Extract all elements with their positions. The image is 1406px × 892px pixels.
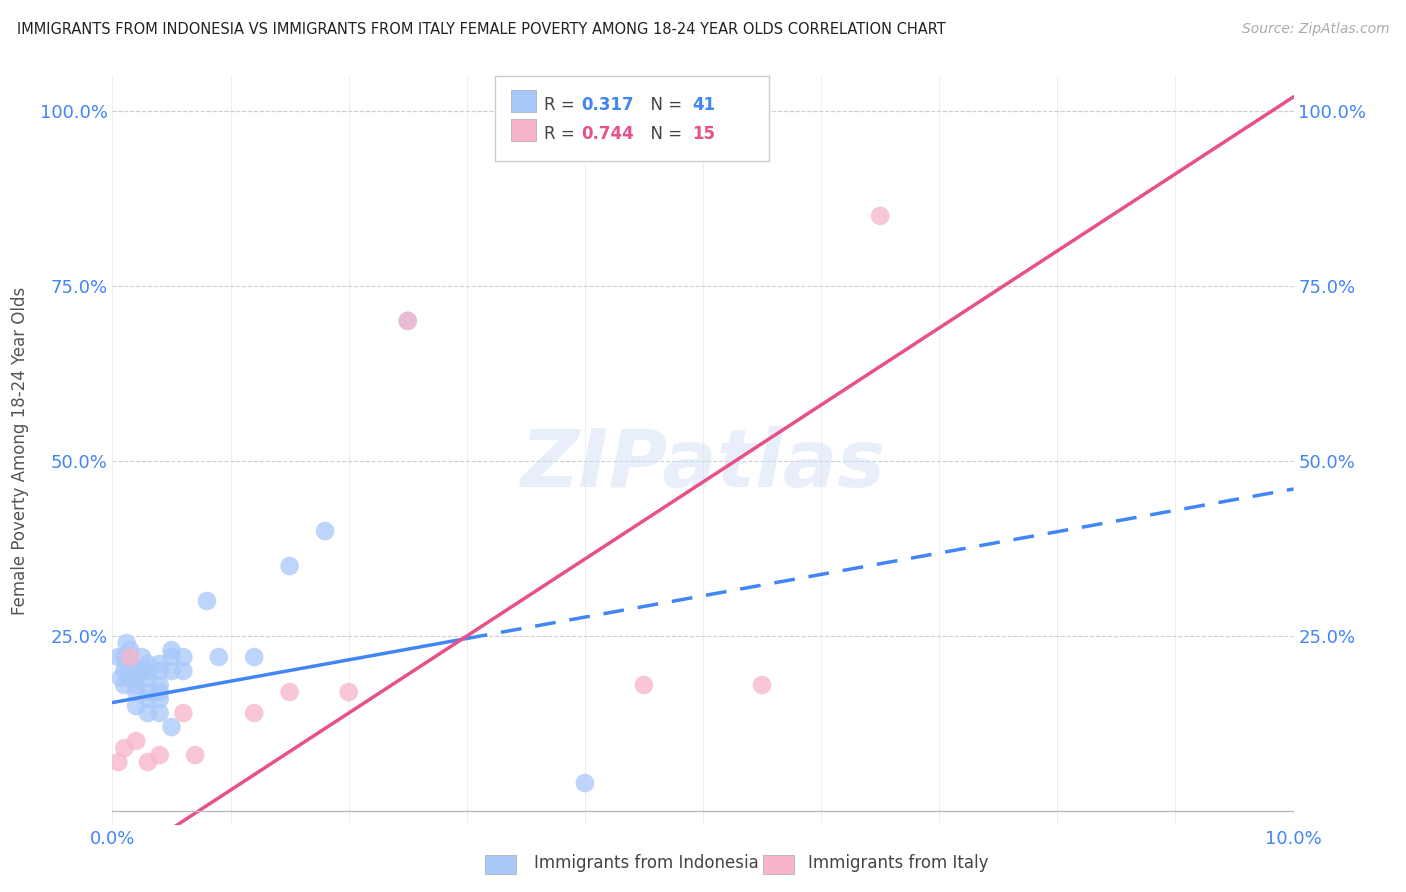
Point (160, 720, 183, 734)
Point (278, 559, 301, 574)
Text: Immigrants from Indonesia: Immigrants from Indonesia (534, 855, 759, 872)
Point (172, 706, 194, 720)
Point (149, 664, 172, 678)
Point (243, 706, 266, 720)
Point (107, 650, 129, 665)
Point (396, 314, 419, 328)
Text: 0.744: 0.744 (581, 125, 634, 143)
Point (337, 685, 360, 699)
Point (243, 650, 266, 665)
Point (149, 678, 172, 692)
Text: Source: ZipAtlas.com: Source: ZipAtlas.com (1241, 22, 1389, 37)
Point (396, 314, 419, 328)
Point (115, 636, 138, 650)
Point (633, 678, 655, 692)
Point (136, 664, 159, 678)
Text: 41: 41 (692, 96, 716, 114)
Point (160, 643, 183, 657)
Y-axis label: Female Poverty Among 18-24 Year Olds: Female Poverty Among 18-24 Year Olds (10, 286, 28, 615)
Text: 0.317: 0.317 (581, 96, 634, 114)
Point (149, 706, 172, 720)
Point (112, 664, 135, 678)
Point (120, 643, 142, 657)
Point (112, 650, 135, 665)
Point (125, 678, 148, 692)
Text: R =: R = (544, 96, 581, 114)
Point (184, 747, 207, 762)
Point (160, 664, 183, 678)
Point (869, 209, 891, 223)
Text: R =: R = (544, 125, 581, 143)
Point (278, 685, 301, 699)
Point (112, 678, 135, 692)
Point (131, 650, 153, 665)
Point (195, 594, 218, 608)
Point (136, 671, 159, 685)
Point (115, 657, 138, 671)
Point (125, 664, 148, 678)
Point (107, 755, 129, 769)
Text: N =: N = (640, 125, 688, 143)
Point (136, 755, 159, 769)
Text: N =: N = (640, 96, 688, 114)
Point (149, 657, 172, 671)
Point (136, 657, 159, 671)
Point (136, 685, 159, 699)
Point (149, 692, 172, 706)
Point (125, 685, 148, 699)
Point (125, 699, 148, 714)
Point (172, 664, 194, 678)
Point (131, 664, 153, 678)
Point (136, 692, 159, 706)
Point (120, 671, 142, 685)
Text: Immigrants from Italy: Immigrants from Italy (808, 855, 988, 872)
Text: 15: 15 (692, 125, 716, 143)
Point (125, 671, 148, 685)
Text: ZIPatlas: ZIPatlas (520, 426, 886, 505)
Point (136, 706, 159, 720)
Point (110, 671, 132, 685)
Point (574, 776, 596, 790)
Point (160, 650, 183, 665)
Point (125, 734, 148, 748)
Point (208, 650, 231, 665)
Point (112, 741, 135, 756)
Point (120, 650, 142, 665)
Point (314, 524, 336, 538)
Point (149, 685, 172, 699)
Point (149, 747, 172, 762)
Point (751, 678, 773, 692)
Text: IMMIGRANTS FROM INDONESIA VS IMMIGRANTS FROM ITALY FEMALE POVERTY AMONG 18-24 YE: IMMIGRANTS FROM INDONESIA VS IMMIGRANTS … (17, 22, 946, 37)
Point (172, 650, 194, 665)
